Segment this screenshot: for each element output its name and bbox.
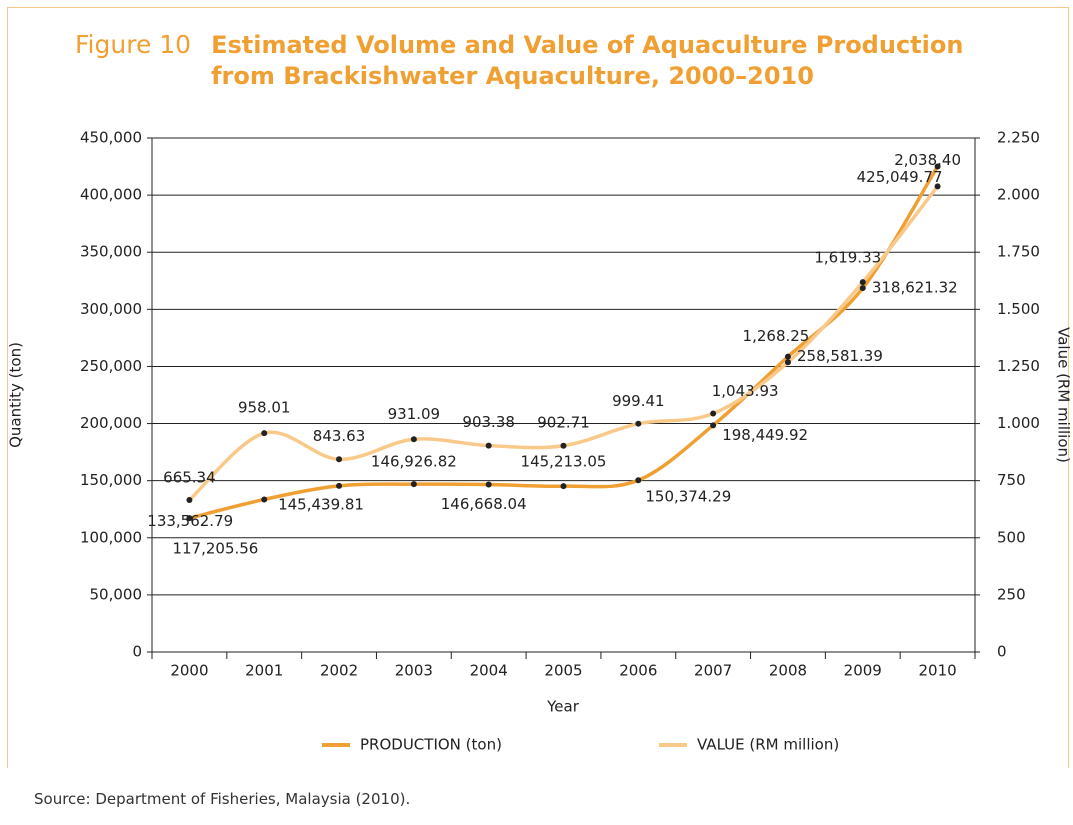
y-tick-label: 250,000: [80, 357, 142, 375]
data-label: 146,668.04: [441, 495, 527, 513]
x-axis-label: Year: [546, 698, 580, 716]
y-axis-label: Quantity (ton): [7, 342, 25, 448]
data-label: 931.09: [388, 405, 441, 423]
data-label: 958.01: [238, 399, 291, 417]
data-label: 258,581.39: [797, 347, 883, 365]
data-label: 146,926.82: [371, 453, 457, 471]
data-label: 1,043.93: [712, 382, 779, 400]
x-tick-label: 2009: [844, 662, 882, 680]
data-label: 902.71: [537, 413, 590, 431]
data-label: 903.38: [462, 413, 515, 431]
data-point: [710, 410, 717, 417]
y-tick-label: 350,000: [80, 243, 142, 261]
data-label: 145,439.81: [278, 495, 364, 513]
data-label: 999.41: [612, 392, 665, 410]
data-point: [560, 483, 567, 490]
y2-tick-label: 0: [997, 643, 1007, 661]
figure-label: Figure 10: [75, 30, 192, 59]
x-tick-label: 2008: [769, 662, 807, 680]
legend-label: VALUE (RM million): [697, 736, 839, 754]
data-point: [410, 481, 417, 488]
y2-tick-label: 1.000: [997, 414, 1040, 432]
y-tick-label: 400,000: [80, 186, 142, 204]
frame: [7, 7, 1069, 768]
data-point: [336, 482, 343, 489]
x-tick-label: 2001: [245, 662, 283, 680]
data-point: [934, 163, 941, 170]
y-tick-label: 150,000: [80, 471, 142, 489]
data-label: 145,213.05: [521, 453, 607, 471]
data-label: 198,449.92: [722, 426, 808, 444]
y2-tick-label: 750: [997, 471, 1026, 489]
data-point: [186, 497, 193, 504]
data-point: [261, 430, 268, 437]
data-point: [635, 420, 642, 427]
y2-tick-label: 250: [997, 585, 1026, 603]
y-tick-label: 450,000: [80, 129, 142, 147]
y-tick-label: 200,000: [80, 414, 142, 432]
data-point: [934, 183, 941, 190]
data-label: 1,268.25: [743, 327, 810, 345]
data-label: 1,619.33: [814, 249, 881, 267]
y-tick-label: 300,000: [80, 300, 142, 318]
y2-tick-label: 2.250: [997, 129, 1040, 147]
x-tick-label: 2007: [694, 662, 732, 680]
data-point: [186, 515, 193, 522]
x-tick-label: 2006: [619, 662, 657, 680]
data-point: [410, 436, 417, 443]
x-tick-label: 2000: [170, 662, 208, 680]
y-tick-label: 100,000: [80, 528, 142, 546]
y2-tick-label: 1.250: [997, 357, 1040, 375]
source: Source: Department of Fisheries, Malaysi…: [34, 790, 411, 808]
data-label: 843.63: [313, 427, 366, 445]
data-point: [560, 442, 567, 449]
y2-axis-label: Value (RM million): [1055, 327, 1073, 463]
y2-tick-label: 500: [997, 528, 1026, 546]
data-point: [784, 353, 791, 360]
y2-tick-label: 1.500: [997, 300, 1040, 318]
data-point: [710, 422, 717, 429]
x-tick-label: 2004: [470, 662, 508, 680]
data-label: 318,621.32: [872, 279, 958, 297]
legend-label: PRODUCTION (ton): [360, 736, 502, 754]
y-tick-label: 50,000: [90, 585, 143, 603]
data-point: [784, 359, 791, 366]
data-point: [261, 496, 268, 503]
data-label: 2,038.40: [894, 151, 961, 169]
data-point: [485, 481, 492, 488]
data-label: 133,562.79: [147, 512, 233, 530]
data-point: [485, 442, 492, 449]
data-point: [635, 477, 642, 484]
data-point: [336, 456, 343, 463]
chart-title: Estimated Volume and Value of Aquacultur…: [211, 31, 964, 90]
x-tick-label: 2005: [544, 662, 582, 680]
x-tick-label: 2010: [918, 662, 956, 680]
data-label: 150,374.29: [645, 488, 731, 506]
y-tick-label: 0: [132, 643, 142, 661]
header: Figure 10 Estimated Volume and Value of …: [75, 30, 1001, 92]
data-point: [859, 285, 866, 292]
y2-tick-label: 1.750: [997, 243, 1040, 261]
y2-tick-label: 2.000: [997, 186, 1040, 204]
data-point: [859, 279, 866, 286]
data-label: 117,205.56: [172, 540, 258, 558]
x-tick-label: 2003: [395, 662, 433, 680]
x-tick-label: 2002: [320, 662, 358, 680]
data-label: 425,049.77: [857, 168, 943, 186]
data-label: 665.34: [163, 469, 216, 487]
